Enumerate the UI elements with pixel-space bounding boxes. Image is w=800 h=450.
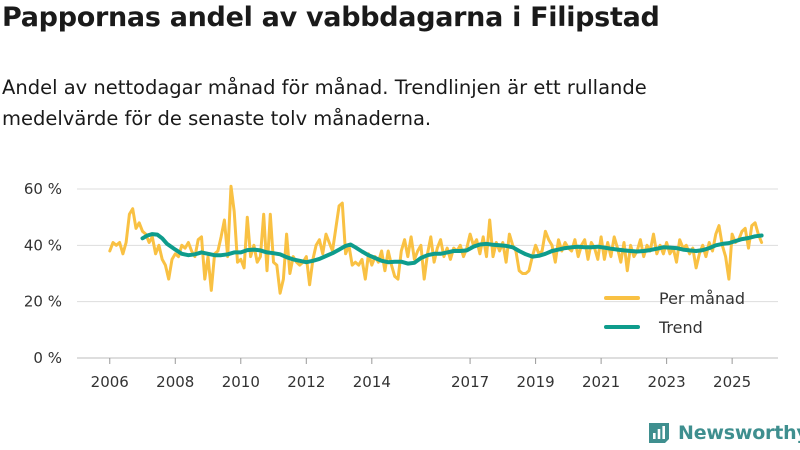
x-tick-label: 2023 bbox=[648, 373, 686, 391]
series-lines bbox=[108, 184, 764, 295]
page-title: Pappornas andel av vabbdagarna i Filipst… bbox=[2, 2, 660, 33]
x-tick-label: 2006 bbox=[91, 373, 129, 391]
x-tick-label: 2025 bbox=[713, 373, 751, 391]
line-trend bbox=[140, 232, 764, 266]
y-tick-label: 20 % bbox=[24, 293, 62, 311]
page-subtitle: Andel av nettodagar månad för månad. Tre… bbox=[2, 76, 647, 130]
y-tick-label: 0 % bbox=[33, 349, 62, 367]
y-tick-label: 40 % bbox=[24, 236, 62, 254]
x-tick-label: 2017 bbox=[451, 373, 489, 391]
y-axis-ticks: 0 % 20 % 40 % 60 % bbox=[24, 180, 62, 367]
x-tick-label: 2008 bbox=[156, 373, 194, 391]
legend: Per månad Trend bbox=[604, 289, 745, 337]
x-tick-label: 2012 bbox=[287, 373, 325, 391]
legend-label-trend: Trend bbox=[658, 318, 703, 337]
line-per-manad bbox=[108, 184, 764, 295]
x-axis-ticks: 2006 2008 2010 2012 2014 2017 2019 2021 2023 2025 bbox=[91, 358, 751, 391]
x-tick-label: 2021 bbox=[582, 373, 620, 391]
y-tick-label: 60 % bbox=[24, 180, 62, 198]
legend-label-per-manad: Per månad bbox=[659, 289, 745, 308]
newsworthy-logo-icon bbox=[649, 423, 669, 443]
x-tick-label: 2019 bbox=[517, 373, 555, 391]
newsworthy-logo: Newsworthy bbox=[646, 420, 800, 446]
x-tick-label: 2010 bbox=[222, 373, 260, 391]
x-tick-label: 2014 bbox=[353, 373, 391, 391]
brand-name: Newsworthy bbox=[678, 422, 800, 444]
